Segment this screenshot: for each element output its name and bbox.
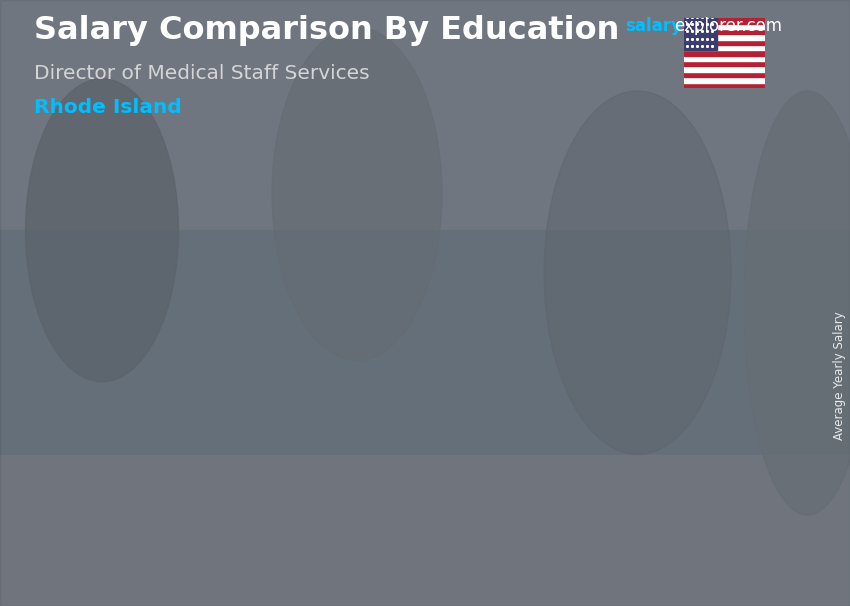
Ellipse shape <box>744 91 850 515</box>
Polygon shape <box>233 446 251 594</box>
Bar <box>684 67 765 72</box>
Ellipse shape <box>272 27 442 361</box>
Bar <box>684 18 717 50</box>
Polygon shape <box>130 459 233 594</box>
Ellipse shape <box>26 79 178 382</box>
Ellipse shape <box>544 91 731 454</box>
Polygon shape <box>558 304 660 594</box>
Bar <box>684 82 765 88</box>
Bar <box>684 72 765 77</box>
Bar <box>684 50 765 56</box>
Text: 239,000 USD: 239,000 USD <box>598 274 715 289</box>
Bar <box>684 39 765 45</box>
Polygon shape <box>446 381 465 594</box>
Text: Salary Comparison By Education: Salary Comparison By Education <box>34 15 620 46</box>
Polygon shape <box>344 394 446 594</box>
Bar <box>684 24 765 29</box>
Polygon shape <box>558 291 678 304</box>
Text: +45%: +45% <box>435 222 525 251</box>
Text: 165,000 USD: 165,000 USD <box>335 364 451 379</box>
Polygon shape <box>344 381 465 394</box>
Bar <box>684 29 765 35</box>
Bar <box>0 454 850 606</box>
Bar <box>684 61 765 67</box>
Bar <box>684 18 765 24</box>
Text: Rhode Island: Rhode Island <box>34 98 182 117</box>
Bar <box>684 77 765 82</box>
Text: Average Yearly Salary: Average Yearly Salary <box>833 311 847 440</box>
Polygon shape <box>130 446 251 459</box>
Text: +49%: +49% <box>184 293 274 322</box>
Bar <box>684 56 765 61</box>
Text: Director of Medical Staff Services: Director of Medical Staff Services <box>34 64 370 82</box>
Bar <box>0 230 850 454</box>
Text: salary: salary <box>625 17 682 35</box>
Text: explorer.com: explorer.com <box>674 17 782 35</box>
Bar <box>684 35 765 39</box>
Polygon shape <box>660 291 678 594</box>
Bar <box>0 0 850 230</box>
Bar <box>684 45 765 50</box>
Text: 111,000 USD: 111,000 USD <box>122 429 238 444</box>
